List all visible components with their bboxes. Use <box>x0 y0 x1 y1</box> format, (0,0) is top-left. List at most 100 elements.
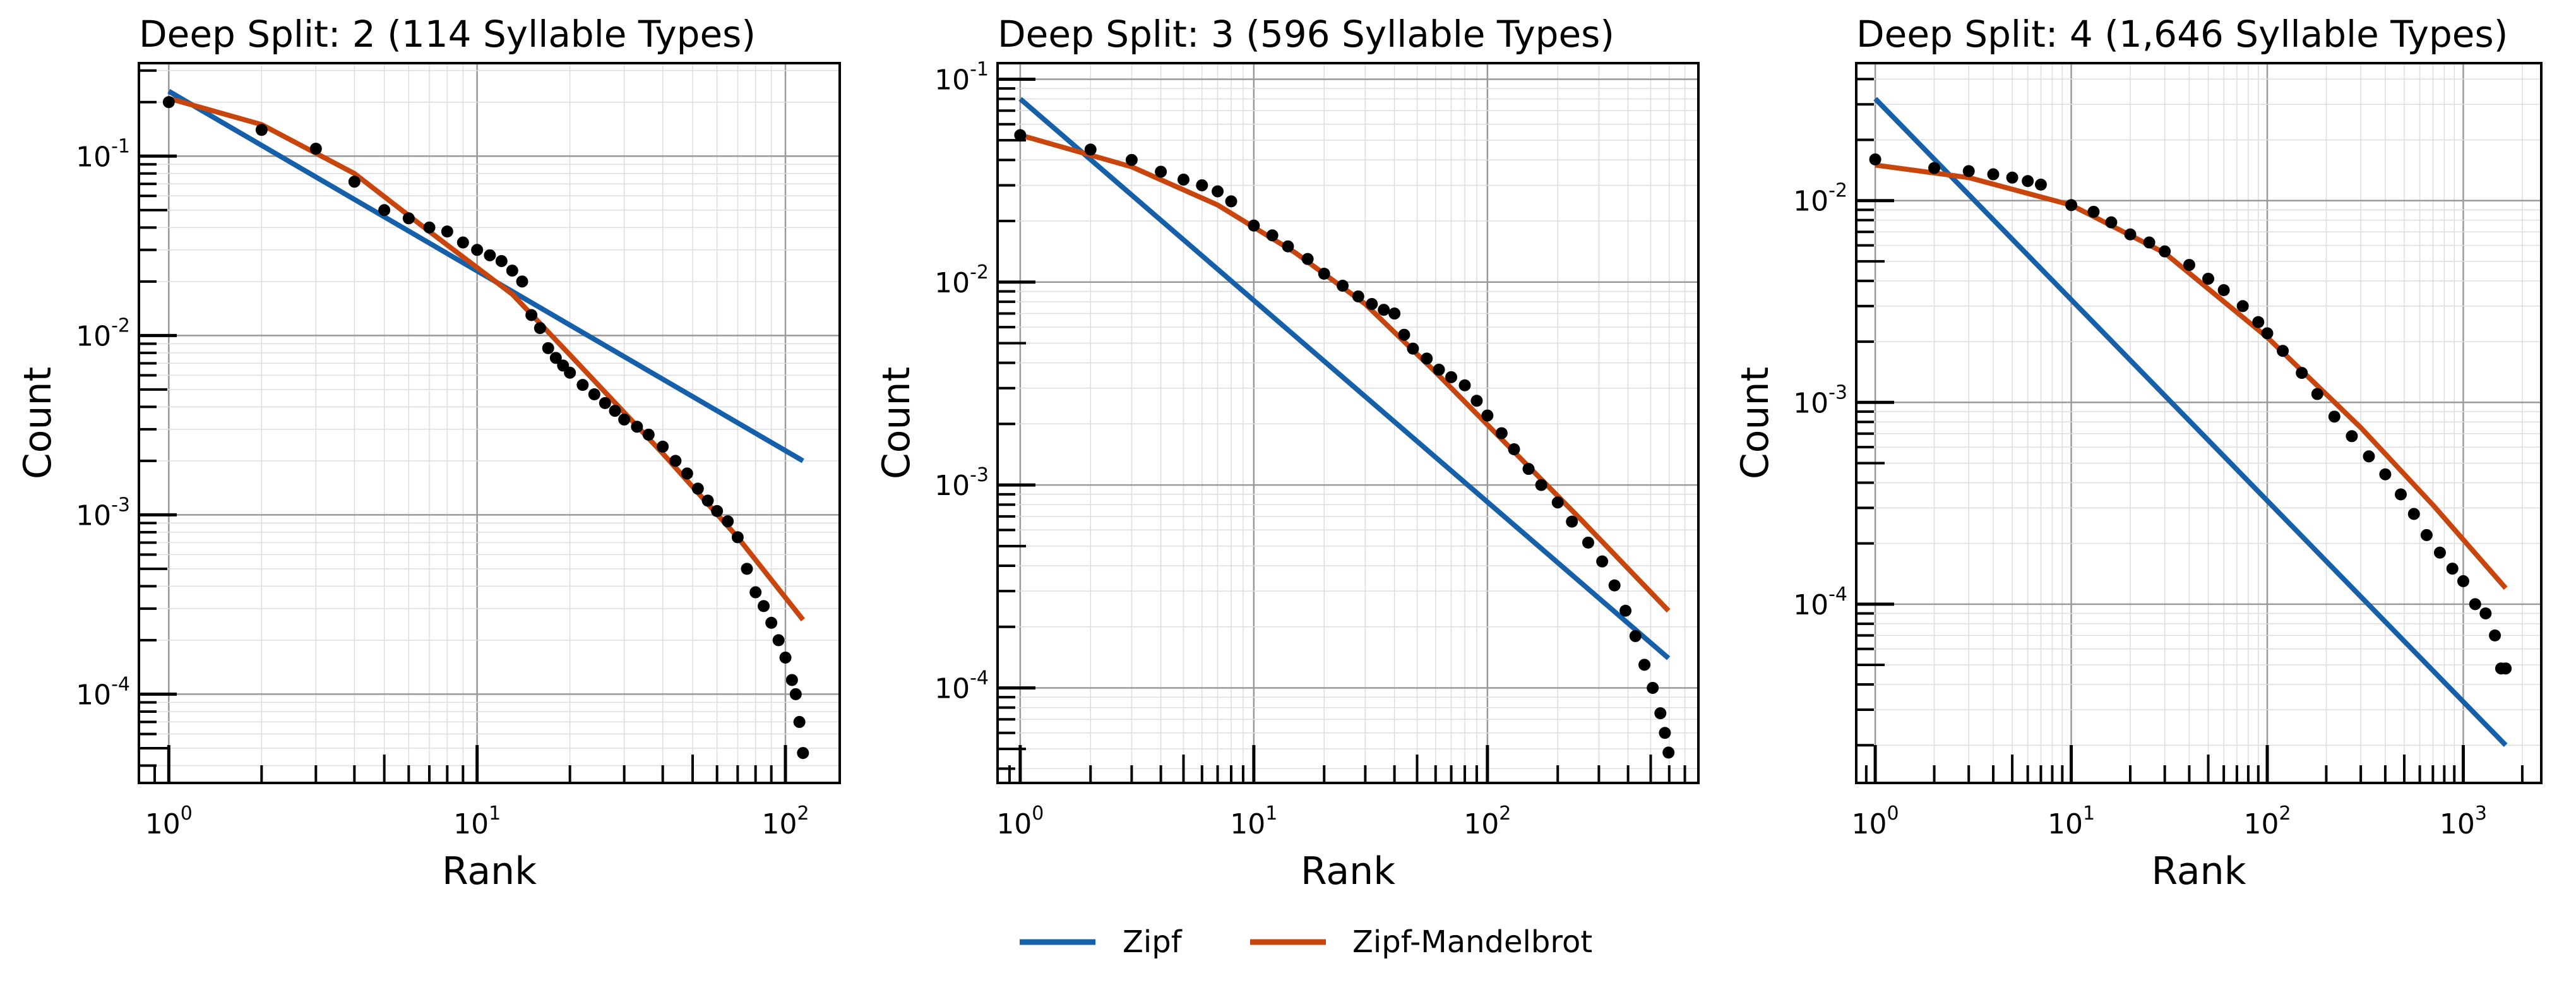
data-point <box>1495 427 1508 439</box>
data-point <box>2277 345 2289 357</box>
data-points <box>162 96 809 760</box>
chart-title: Deep Split: 3 (596 Syllable Types) <box>998 13 1614 56</box>
data-point <box>348 176 361 188</box>
data-point <box>588 388 600 400</box>
data-point <box>2236 300 2249 313</box>
data-point <box>525 309 538 321</box>
data-point <box>1470 395 1483 407</box>
y-tick-label: 10-1 <box>934 58 989 96</box>
data-point <box>1398 328 1410 341</box>
zipf-mandelbrot-fit-line <box>1875 162 2508 590</box>
data-point <box>2034 178 2047 191</box>
data-point <box>2489 629 2501 642</box>
data-point <box>2420 528 2433 541</box>
data-point <box>576 379 589 391</box>
x-tick-label: 100 <box>996 803 1044 840</box>
data-point <box>402 212 415 225</box>
data-point <box>669 455 682 467</box>
data-point <box>2407 508 2420 520</box>
data-point <box>1647 681 1659 694</box>
data-point <box>2433 546 2446 559</box>
data-point <box>2446 563 2459 575</box>
data-point <box>1654 707 1667 720</box>
data-point <box>1638 659 1651 671</box>
data-point <box>631 421 643 433</box>
data-point <box>2124 228 2137 241</box>
data-point <box>2006 171 2018 184</box>
x-tick-label: 102 <box>1464 803 1511 840</box>
data-point <box>749 586 762 599</box>
y-tick-label: 10-1 <box>76 135 130 173</box>
data-point <box>456 236 469 249</box>
x-tick-label: 101 <box>2048 803 2095 840</box>
zipf-mandelbrot-fit-line <box>168 95 805 622</box>
legend: Zipf Zipf-Mandelbrot <box>1020 924 1592 960</box>
x-axis-label: Rank <box>442 849 537 893</box>
zipf-mandelbrot-fit-line <box>1019 133 1671 613</box>
plot-area <box>1869 97 2512 747</box>
data-point <box>2261 327 2274 340</box>
data-point <box>2143 236 2156 249</box>
y-tick-label: 10-3 <box>1793 381 1847 419</box>
data-point <box>642 428 655 441</box>
data-point <box>2328 410 2340 423</box>
data-point <box>423 221 436 234</box>
data-point <box>1352 290 1364 302</box>
data-point <box>793 715 806 728</box>
data-point <box>1596 555 1609 568</box>
data-points <box>1869 153 2512 675</box>
y-axis-label: Count <box>16 367 60 479</box>
data-point <box>534 322 546 335</box>
x-axis-label: Rank <box>1301 849 1395 893</box>
data-point <box>1662 746 1675 759</box>
data-point <box>2202 272 2215 285</box>
data-point <box>1212 185 1224 198</box>
data-point <box>1388 307 1401 320</box>
data-point <box>731 531 744 544</box>
data-point <box>1084 143 1097 156</box>
data-point <box>484 249 496 261</box>
data-point <box>609 405 621 417</box>
data-point <box>1433 364 1445 376</box>
data-point <box>1155 165 1167 178</box>
data-point <box>797 747 809 760</box>
data-point <box>1566 515 1578 528</box>
data-point <box>2394 488 2407 501</box>
data-point <box>2022 175 2034 188</box>
axis-ticks <box>1855 78 2524 783</box>
data-point <box>1629 630 1642 642</box>
data-point <box>255 124 268 136</box>
data-point <box>1508 443 1520 456</box>
y-tick-label: 10-3 <box>76 494 130 532</box>
data-point <box>2252 316 2265 328</box>
data-point <box>2087 205 2100 218</box>
data-point <box>1522 463 1535 475</box>
data-point <box>1458 379 1471 391</box>
data-point <box>1125 153 1138 166</box>
data-point <box>2159 245 2171 258</box>
data-point <box>1196 179 1208 191</box>
data-point <box>1301 253 1314 265</box>
data-point <box>1962 165 1975 177</box>
y-tick-label: 10-3 <box>934 464 989 502</box>
data-point <box>1551 496 1564 509</box>
data-point <box>1659 727 1671 739</box>
data-point <box>1248 219 1260 232</box>
data-point <box>1421 352 1433 365</box>
data-point <box>772 634 785 647</box>
data-point <box>1177 173 1190 186</box>
x-tick-label: 100 <box>145 803 193 840</box>
x-tick-label: 102 <box>761 803 809 840</box>
data-point <box>789 688 802 700</box>
data-point <box>2296 367 2308 379</box>
legend-label-zipf-mandelbrot: Zipf-Mandelbrot <box>1352 924 1592 960</box>
x-axis-label: Rank <box>2152 849 2246 893</box>
data-point <box>549 352 562 364</box>
y-tick-label: 10-4 <box>1793 583 1847 621</box>
data-point <box>1282 240 1294 253</box>
x-tick-label: 103 <box>2440 803 2487 840</box>
data-point <box>162 96 175 109</box>
data-point <box>1582 536 1594 549</box>
data-point <box>1608 579 1621 592</box>
